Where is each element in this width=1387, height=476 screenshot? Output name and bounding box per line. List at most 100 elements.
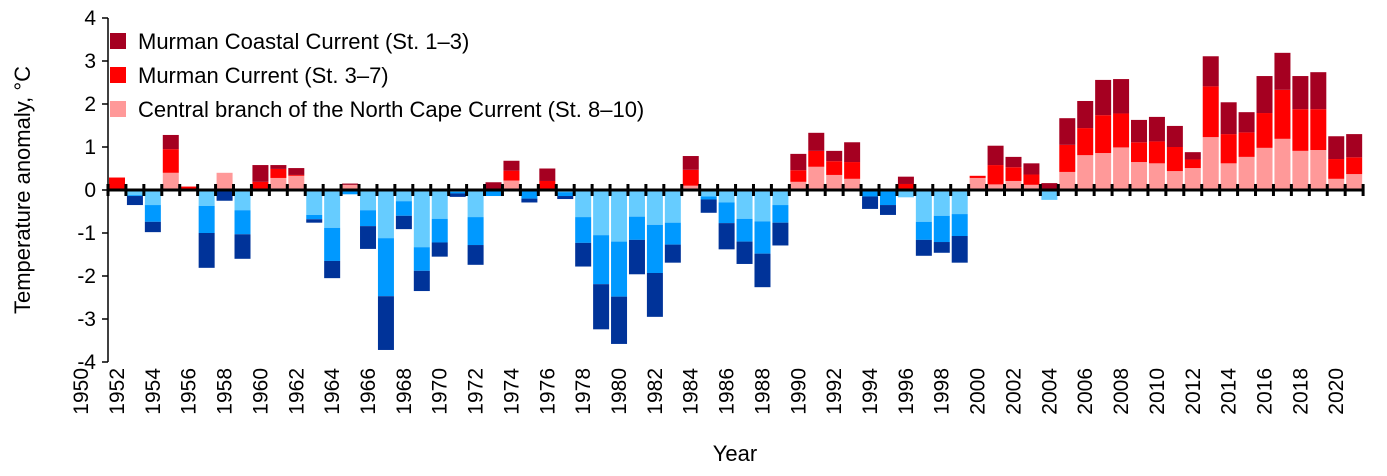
x-tick-label-1964: 1964 xyxy=(321,368,344,415)
bar-1961-series-1 xyxy=(288,175,304,176)
bar-1967-series-2 xyxy=(396,216,412,229)
bar-1982-series-1 xyxy=(665,223,681,245)
x-tick-label-1956: 1956 xyxy=(178,368,201,415)
bar-1966-series-2 xyxy=(378,296,394,350)
bar-1988-series-2 xyxy=(772,223,788,246)
bar-1962-series-0 xyxy=(306,190,322,215)
bar-1979-series-2 xyxy=(611,297,627,344)
bar-1960-series-0 xyxy=(270,178,286,190)
bar-1992-series-0 xyxy=(844,179,860,190)
bar-1951-series-1 xyxy=(109,178,125,190)
bar-2005-series-1 xyxy=(1077,128,1093,155)
bar-1971-series-2 xyxy=(468,245,484,265)
legend-label-2: Central branch of the North Cape Current… xyxy=(138,97,644,122)
bar-1977-series-2 xyxy=(575,243,591,267)
y-tick-label: -1 xyxy=(77,222,96,245)
bar-2012-series-1 xyxy=(1203,86,1219,137)
bar-1969-series-0 xyxy=(432,190,448,219)
bar-1973-series-2 xyxy=(503,161,519,171)
bar-2018-series-0 xyxy=(1310,150,1326,190)
bar-1953-series-1 xyxy=(145,205,161,222)
bar-2010-series-1 xyxy=(1167,147,1183,171)
legend: Murman Coastal Current (St. 1–3) Murman C… xyxy=(110,29,644,122)
bar-1995-series-2 xyxy=(898,177,914,184)
x-tick-label-2006: 2006 xyxy=(1074,368,1097,415)
bar-1987-series-1 xyxy=(754,221,770,253)
y-tick-label: 0 xyxy=(84,179,96,202)
bar-2011-series-1 xyxy=(1185,159,1201,168)
x-tick-label-2012: 2012 xyxy=(1182,368,1205,415)
bar-2009-series-1 xyxy=(1149,141,1165,163)
x-tick-label-1960: 1960 xyxy=(249,368,272,415)
bar-1953-series-0 xyxy=(145,190,161,205)
bar-2013-series-2 xyxy=(1221,102,1237,134)
bar-1963-series-2 xyxy=(324,261,340,278)
bar-1953-series-2 xyxy=(145,222,161,232)
bar-2014-series-0 xyxy=(1239,157,1255,190)
bar-1994-series-2 xyxy=(880,205,896,215)
bar-1954-series-0 xyxy=(163,173,179,190)
bar-1964-series-2 xyxy=(342,184,358,185)
bar-2012-series-0 xyxy=(1203,137,1219,190)
bar-1996-series-2 xyxy=(916,240,932,256)
bar-1965-series-2 xyxy=(360,226,376,249)
bar-2013-series-1 xyxy=(1221,134,1237,163)
bar-1997-series-2 xyxy=(934,242,950,253)
legend-swatch-0 xyxy=(110,33,126,49)
bar-1958-series-2 xyxy=(235,234,251,259)
x-tick-label-2002: 2002 xyxy=(1002,368,1025,415)
bar-1977-series-0 xyxy=(575,190,591,217)
bar-1967-series-0 xyxy=(396,190,412,201)
bar-1991-series-1 xyxy=(826,161,842,175)
bar-2016-series-2 xyxy=(1274,53,1290,90)
bar-1960-series-1 xyxy=(270,169,286,178)
bar-1976-series-2 xyxy=(557,196,573,199)
x-tick-label-2000: 2000 xyxy=(967,368,990,415)
bar-1977-series-1 xyxy=(575,217,591,243)
bar-1999-series-1 xyxy=(970,176,986,178)
bar-2018-series-2 xyxy=(1310,72,1326,109)
bar-1978-series-2 xyxy=(593,284,609,329)
x-tick-label-1958: 1958 xyxy=(214,368,237,415)
bar-2002-series-2 xyxy=(1023,163,1039,174)
bar-1981-series-1 xyxy=(647,225,663,273)
bar-2020-series-1 xyxy=(1346,157,1362,174)
bar-1981-series-2 xyxy=(647,273,663,317)
x-axis-label: Year xyxy=(713,441,757,466)
bar-1956-series-0 xyxy=(199,190,215,206)
bar-2013-series-0 xyxy=(1221,163,1237,190)
bar-2019-series-2 xyxy=(1328,136,1344,159)
bar-2018-series-1 xyxy=(1310,109,1326,150)
bar-1980-series-2 xyxy=(629,240,645,274)
x-tick-label-2014: 2014 xyxy=(1218,368,1241,415)
bar-1968-series-1 xyxy=(414,247,430,271)
bar-2008-series-1 xyxy=(1131,142,1147,162)
bar-1971-series-1 xyxy=(468,217,484,245)
bar-2020-series-2 xyxy=(1346,134,1362,157)
bar-2017-series-0 xyxy=(1292,151,1308,190)
bar-1988-series-0 xyxy=(772,190,788,205)
bar-1980-series-1 xyxy=(629,217,645,240)
x-tick-label-1996: 1996 xyxy=(895,368,918,415)
bar-2010-series-0 xyxy=(1167,171,1183,190)
bar-1963-series-1 xyxy=(324,228,340,261)
x-tick-label-2008: 2008 xyxy=(1110,368,1133,415)
bar-1958-series-1 xyxy=(235,210,251,234)
bar-2015-series-1 xyxy=(1257,113,1273,148)
bar-2015-series-2 xyxy=(1257,76,1273,113)
y-tick-label: 4 xyxy=(84,7,96,30)
legend-label-0: Murman Coastal Current (St. 1–3) xyxy=(138,29,469,54)
bar-2006-series-1 xyxy=(1095,115,1111,153)
bar-1966-series-0 xyxy=(378,190,394,238)
x-tick-label-1976: 1976 xyxy=(536,368,559,415)
y-tick-label: -2 xyxy=(77,265,96,288)
bar-1997-series-0 xyxy=(934,190,950,216)
bar-1985-series-2 xyxy=(719,223,735,249)
legend-label-1: Murman Current (St. 3–7) xyxy=(138,63,389,88)
bar-1998-series-0 xyxy=(952,190,968,214)
bar-1998-series-2 xyxy=(952,236,968,263)
bar-2009-series-2 xyxy=(1149,117,1165,142)
bar-1991-series-2 xyxy=(826,151,842,161)
x-tick-label-1982: 1982 xyxy=(644,368,667,415)
